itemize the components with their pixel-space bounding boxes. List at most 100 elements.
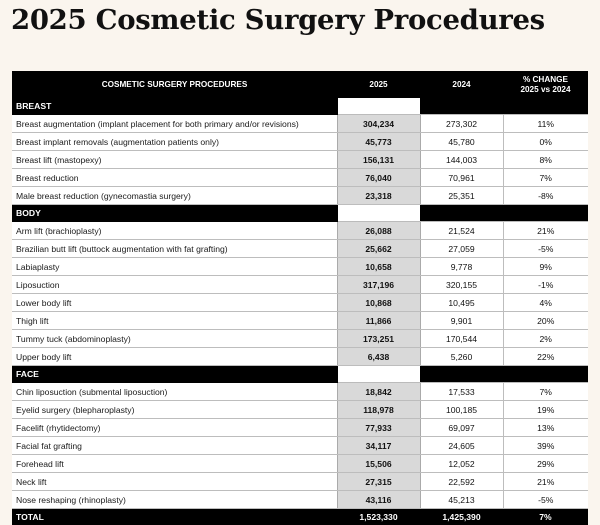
value-2025: 27,315 (337, 473, 420, 491)
value-2024: 17,533 (420, 383, 503, 401)
value-2025: 25,662 (337, 240, 420, 258)
table-header: COSMETIC SURGERY PROCEDURES 2025 2024 % … (12, 71, 588, 98)
value-2025: 11,866 (337, 312, 420, 330)
value-2025: 26,088 (337, 222, 420, 240)
pct-change: 20% (503, 312, 588, 330)
pct-change: 13% (503, 419, 588, 437)
procedure-name: Labiaplasty (12, 258, 337, 276)
pct-change: 7% (503, 169, 588, 187)
procedure-name: Breast implant removals (augmentation pa… (12, 133, 337, 151)
procedures-table: COSMETIC SURGERY PROCEDURES 2025 2024 % … (12, 71, 588, 525)
value-2024: 45,213 (420, 491, 503, 509)
value-2024: 27,059 (420, 240, 503, 258)
pct-change: 39% (503, 437, 588, 455)
page-title: 2025 Cosmetic Surgery Procedures (11, 4, 545, 36)
table-row: Breast implant removals (augmentation pa… (12, 133, 588, 151)
total-pct: 7% (503, 509, 588, 525)
value-2025: 77,933 (337, 419, 420, 437)
section-label: BODY (12, 205, 337, 222)
total-label: TOTAL (12, 509, 337, 525)
pct-change: 11% (503, 115, 588, 133)
value-2024: 10,495 (420, 294, 503, 312)
value-2025: 18,842 (337, 383, 420, 401)
header-pct-line1: % CHANGE (523, 75, 568, 84)
value-2024: 70,961 (420, 169, 503, 187)
procedure-name: Thigh lift (12, 312, 337, 330)
pct-change: 8% (503, 151, 588, 169)
table-row: Brazilian butt lift (buttock augmentatio… (12, 240, 588, 258)
section-fill (420, 205, 503, 222)
pct-change: 2% (503, 330, 588, 348)
section-row-breast: BREAST (12, 98, 588, 115)
procedure-name: Lower body lift (12, 294, 337, 312)
value-2024: 21,524 (420, 222, 503, 240)
pct-change: 29% (503, 455, 588, 473)
pct-change: 4% (503, 294, 588, 312)
value-2025: 23,318 (337, 187, 420, 205)
procedure-name: Facelift (rhytidectomy) (12, 419, 337, 437)
procedure-name: Breast augmentation (implant placement f… (12, 115, 337, 133)
value-2025: 43,116 (337, 491, 420, 509)
procedure-name: Liposuction (12, 276, 337, 294)
table-row: Male breast reduction (gynecomastia surg… (12, 187, 588, 205)
pct-change: 0% (503, 133, 588, 151)
value-2025: 173,251 (337, 330, 420, 348)
section-fill (337, 366, 420, 383)
value-2024: 273,302 (420, 115, 503, 133)
procedure-name: Male breast reduction (gynecomastia surg… (12, 187, 337, 205)
header-pct-change: % CHANGE 2025 vs 2024 (503, 71, 588, 98)
value-2024: 320,155 (420, 276, 503, 294)
table-row: Breast augmentation (implant placement f… (12, 115, 588, 133)
procedure-name: Arm lift (brachioplasty) (12, 222, 337, 240)
value-2024: 69,097 (420, 419, 503, 437)
value-2025: 317,196 (337, 276, 420, 294)
pct-change: -5% (503, 240, 588, 258)
value-2024: 9,901 (420, 312, 503, 330)
section-label: BREAST (12, 98, 337, 115)
section-fill (503, 205, 588, 222)
pct-change: -8% (503, 187, 588, 205)
section-row-face: FACE (12, 366, 588, 383)
value-2024: 12,052 (420, 455, 503, 473)
procedure-name: Tummy tuck (abdominoplasty) (12, 330, 337, 348)
value-2025: 10,868 (337, 294, 420, 312)
table-row: Chin liposuction (submental liposuction)… (12, 383, 588, 401)
value-2025: 15,506 (337, 455, 420, 473)
value-2024: 5,260 (420, 348, 503, 366)
procedure-name: Nose reshaping (rhinoplasty) (12, 491, 337, 509)
pct-change: 9% (503, 258, 588, 276)
header-2024: 2024 (420, 71, 503, 98)
value-2024: 144,003 (420, 151, 503, 169)
pct-change: -5% (503, 491, 588, 509)
header-procedures: COSMETIC SURGERY PROCEDURES (12, 71, 337, 98)
pct-change: 19% (503, 401, 588, 419)
section-fill (503, 98, 588, 115)
procedure-name: Breast reduction (12, 169, 337, 187)
value-2025: 304,234 (337, 115, 420, 133)
procedure-name: Upper body lift (12, 348, 337, 366)
pct-change: 21% (503, 473, 588, 491)
value-2024: 22,592 (420, 473, 503, 491)
value-2025: 45,773 (337, 133, 420, 151)
value-2024: 24,605 (420, 437, 503, 455)
procedure-name: Brazilian butt lift (buttock augmentatio… (12, 240, 337, 258)
section-fill (420, 366, 503, 383)
section-fill (503, 366, 588, 383)
procedure-name: Breast lift (mastopexy) (12, 151, 337, 169)
